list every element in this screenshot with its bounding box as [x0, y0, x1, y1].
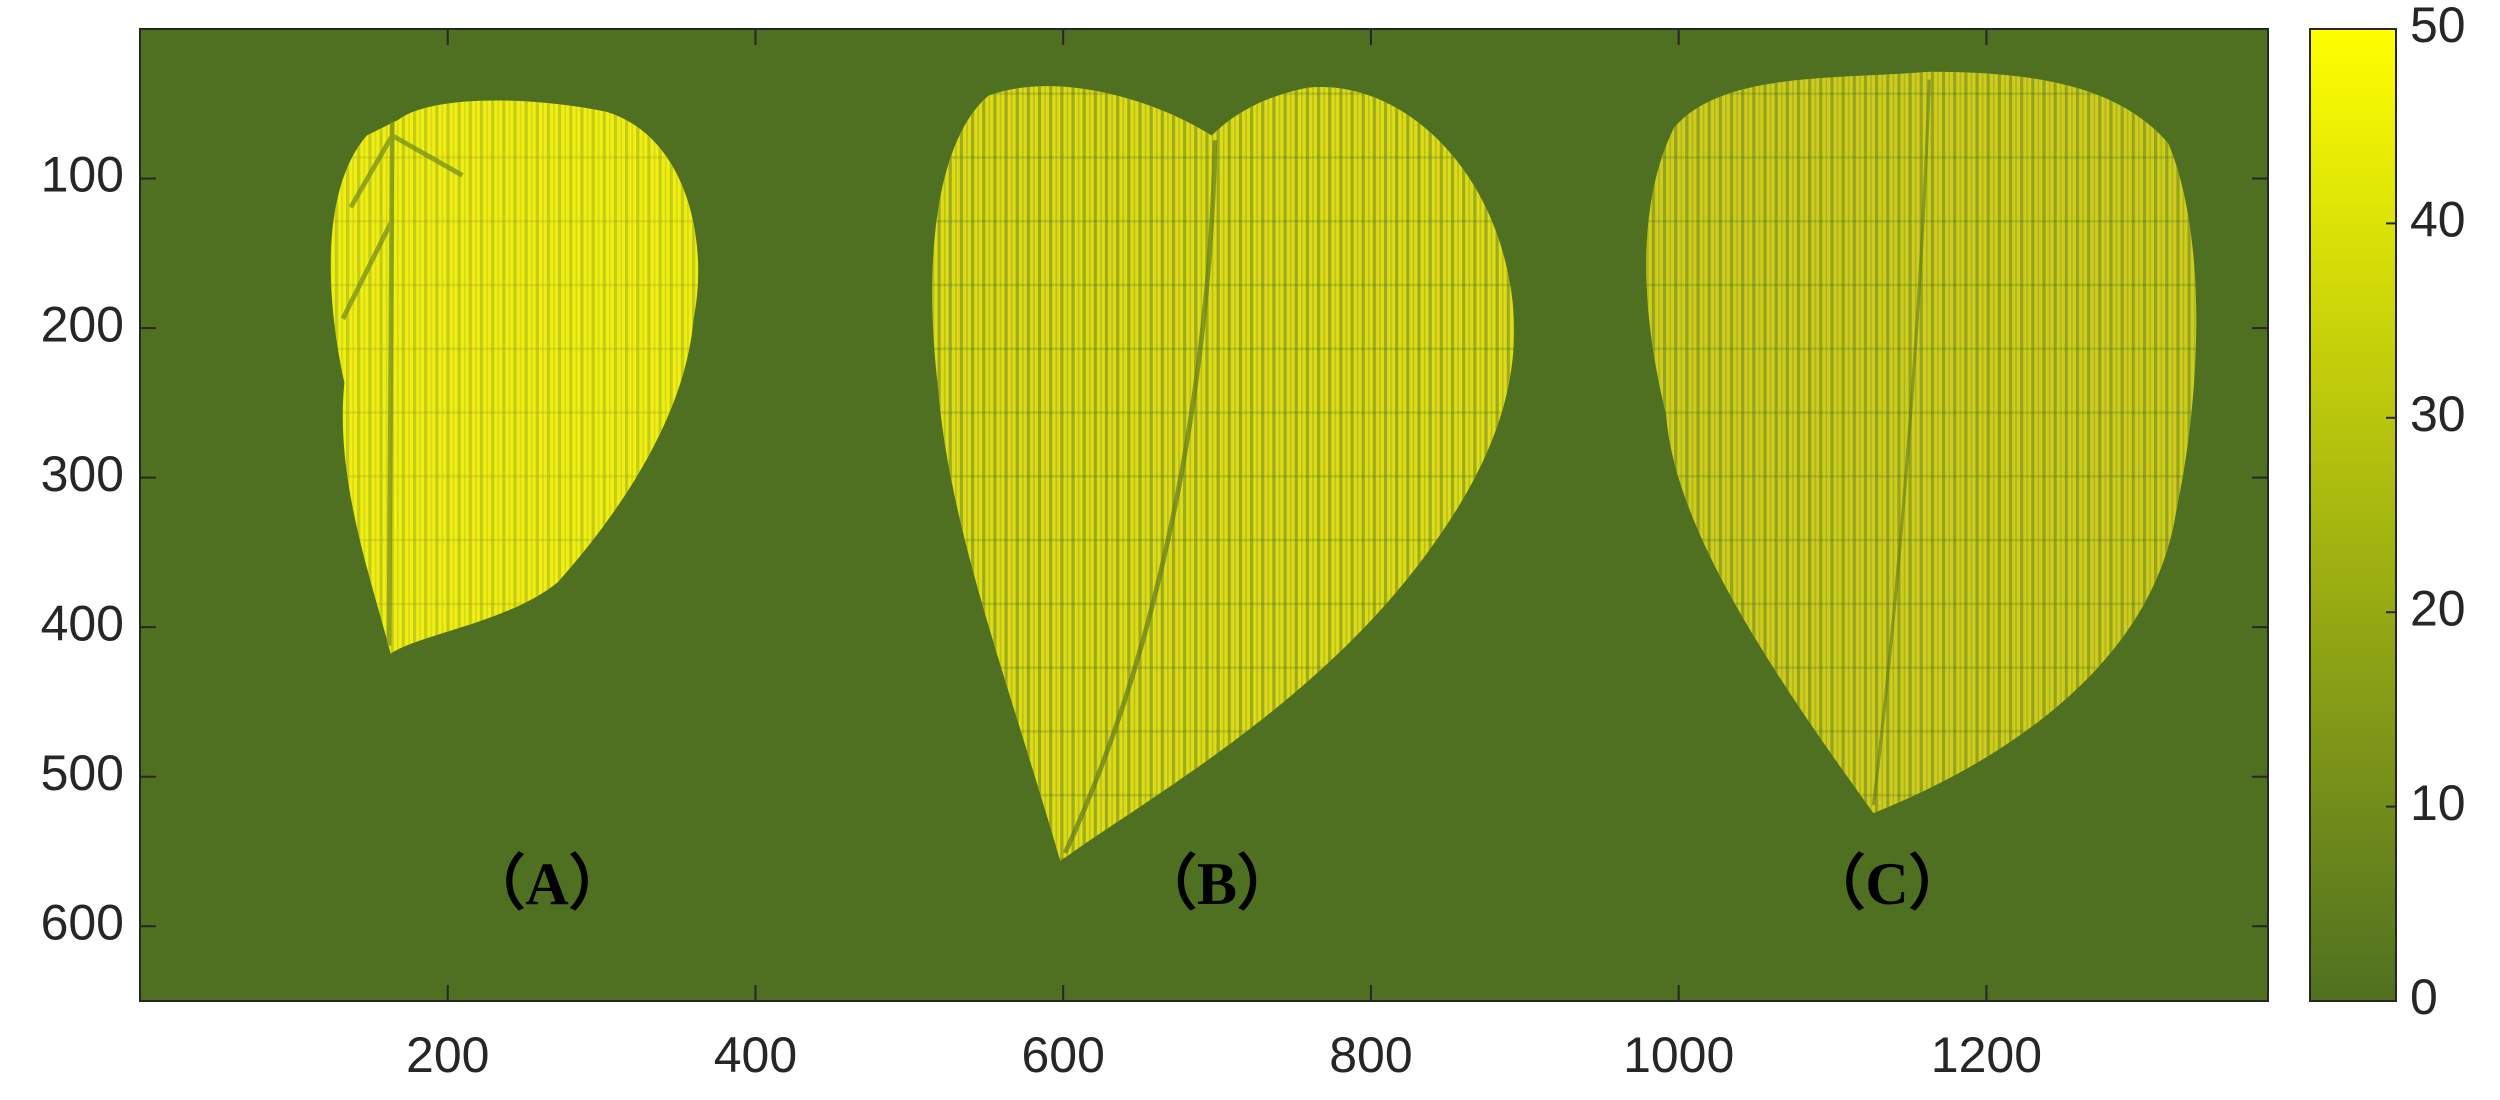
y-tick-label: 500 [41, 745, 124, 801]
x-tick-label: 400 [714, 1027, 797, 1083]
x-tick-label: 1200 [1931, 1027, 2042, 1083]
y-tick-label: 200 [41, 296, 124, 352]
colorbar-tick-label: 10 [2410, 775, 2466, 831]
x-tick-label: 800 [1329, 1027, 1412, 1083]
x-tick-label: 200 [406, 1027, 489, 1083]
axes-box [139, 28, 2269, 1002]
colorbar-tick-label: 20 [2410, 580, 2466, 636]
leaf-a [330, 100, 699, 654]
annotation: （C） [1805, 850, 1968, 917]
leaf-b [932, 86, 1515, 861]
leaf-c [1646, 71, 2197, 814]
annotation: （A） [465, 850, 628, 917]
x-tick-label: 1000 [1623, 1027, 1734, 1083]
colorbar [2309, 28, 2397, 1002]
colorbar-tick-label: 40 [2410, 192, 2466, 248]
colorbar-tick-label: 0 [2410, 969, 2438, 1025]
colorbar-tick-label: 30 [2410, 386, 2466, 442]
x-tick-label: 600 [1021, 1027, 1104, 1083]
annotation: （B） [1137, 850, 1297, 917]
y-tick-label: 300 [41, 446, 124, 502]
y-tick-label: 600 [41, 894, 124, 950]
y-tick-label: 400 [41, 595, 124, 651]
y-tick-label: 100 [41, 147, 124, 203]
colorbar-tick-label: 50 [2410, 0, 2466, 53]
leaves [330, 71, 2197, 861]
